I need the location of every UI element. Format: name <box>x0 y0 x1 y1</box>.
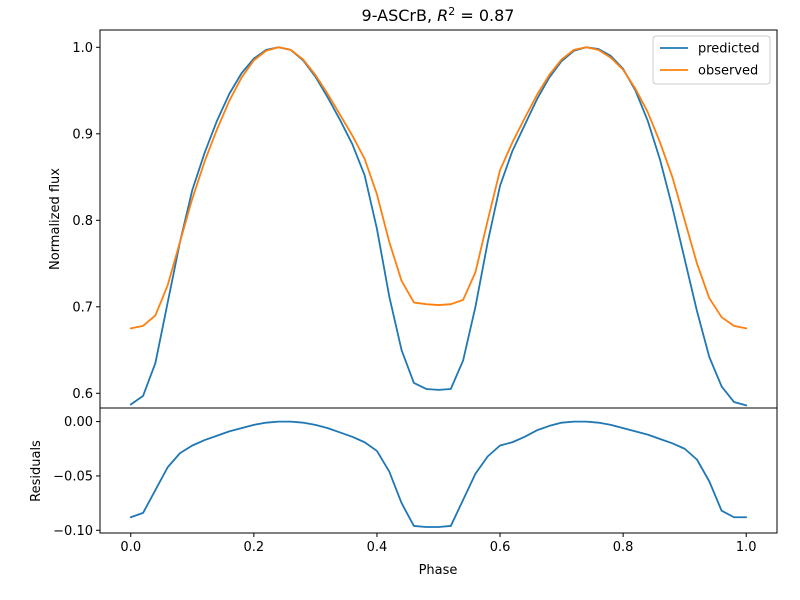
flux-ytick-label: 0.8 <box>72 214 93 229</box>
flux-series-line-predicted <box>129 46 748 407</box>
residuals-series-line-residuals <box>129 420 748 528</box>
legend-label-predicted: predicted <box>698 42 760 57</box>
chart-title: 9-ASCrB, R2 = 0.87 <box>362 5 515 25</box>
legend: predicted observed <box>652 35 771 85</box>
flux-ylabel: Normalized flux <box>48 168 63 270</box>
phase-xtick-label: 0.8 <box>613 540 634 555</box>
phase-xtick-label: 0.2 <box>244 540 265 555</box>
phase-xlabel: Phase <box>419 563 458 578</box>
flux-panel: 0.6 0.7 0.8 0.9 1.0 Normalized flux <box>48 29 778 409</box>
flux-series-line-observed <box>129 46 748 330</box>
residuals-ylabel: Residuals <box>29 440 44 502</box>
residuals-ytick-label: −0.10 <box>53 524 93 539</box>
flux-ytick-label: 0.7 <box>72 300 93 315</box>
phase-xtick-label: 0.4 <box>367 540 388 555</box>
flux-ytick-label: 0.6 <box>72 387 93 402</box>
legend-label-observed: observed <box>698 64 758 79</box>
phase-xtick-label: 0.0 <box>120 540 141 555</box>
residuals-ytick-label: −0.05 <box>53 469 93 484</box>
residuals-panel-frame <box>99 407 778 534</box>
phase-xtick-label: 1.0 <box>736 540 757 555</box>
flux-ytick-label: 1.0 <box>72 41 93 56</box>
residuals-ytick-label: 0.00 <box>64 415 93 430</box>
residuals-panel: −0.10 −0.05 0.00 0.0 0.2 0.4 0.6 0.8 1.0 Residu… <box>29 407 778 578</box>
flux-ytick-label: 0.9 <box>72 127 93 142</box>
phase-xtick-label: 0.6 <box>490 540 511 555</box>
